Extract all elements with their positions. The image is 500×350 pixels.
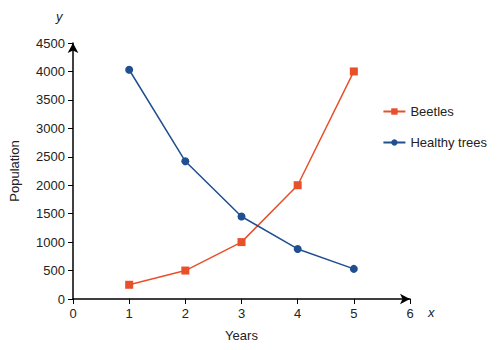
- svg-text:0: 0: [69, 306, 76, 321]
- svg-text:2500: 2500: [36, 149, 65, 164]
- svg-text:Population: Population: [7, 140, 22, 201]
- svg-text:3500: 3500: [36, 92, 65, 107]
- svg-text:4000: 4000: [36, 64, 65, 79]
- svg-text:4: 4: [294, 306, 301, 321]
- svg-text:1000: 1000: [36, 235, 65, 250]
- svg-text:6: 6: [406, 306, 413, 321]
- svg-text:y: y: [55, 9, 64, 24]
- svg-text:2000: 2000: [36, 178, 65, 193]
- svg-text:2: 2: [182, 306, 189, 321]
- svg-text:x: x: [427, 305, 435, 320]
- svg-text:Beetles: Beetles: [410, 104, 454, 119]
- svg-text:3: 3: [238, 306, 245, 321]
- svg-text:5: 5: [350, 306, 357, 321]
- svg-text:Years: Years: [225, 328, 258, 343]
- svg-text:1: 1: [126, 306, 133, 321]
- svg-text:Healthy trees: Healthy trees: [410, 135, 487, 150]
- svg-text:4500: 4500: [36, 36, 65, 51]
- svg-text:0: 0: [58, 292, 65, 307]
- svg-text:3000: 3000: [36, 121, 65, 136]
- svg-text:1500: 1500: [36, 206, 65, 221]
- svg-text:500: 500: [43, 263, 65, 278]
